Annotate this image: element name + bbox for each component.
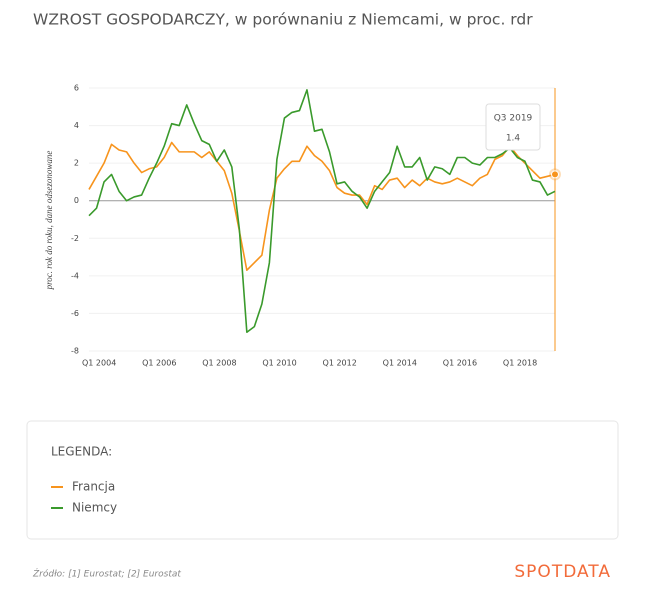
tooltip-label: Q3 2019: [494, 114, 533, 124]
x-tick-label: Q1 2008: [202, 359, 236, 368]
y-axis-label: proc. rok do roku, dane odsezonowane: [44, 151, 54, 291]
x-tick-label: Q1 2012: [323, 359, 357, 368]
y-tick-label: -4: [71, 271, 79, 280]
series-line: [88, 141, 556, 272]
logo: SPOTDATA: [514, 562, 611, 582]
series-line: [88, 89, 556, 334]
tooltip-box: [485, 103, 541, 151]
x-tick-label: Q1 2018: [503, 359, 537, 368]
hover-marker: [551, 170, 559, 179]
y-tick-label: 4: [74, 121, 79, 130]
y-tick-label: -2: [71, 234, 79, 243]
chart-title: WZROST GOSPODARCZY, w porównaniu z Niemc…: [33, 11, 533, 29]
legend-label: Niemcy: [72, 501, 117, 515]
legend-box: [26, 420, 619, 540]
x-tick-label: Q1 2010: [262, 359, 296, 368]
legend-label: Francja: [72, 480, 115, 494]
x-tick-label: Q1 2006: [142, 359, 176, 368]
y-tick-label: -6: [71, 309, 79, 318]
y-tick-label: 0: [74, 196, 79, 205]
x-tick-label: Q1 2016: [443, 359, 477, 368]
tooltip-value: 1.4: [506, 134, 521, 144]
y-tick-label: 6: [74, 84, 79, 93]
legend-title: LEGENDA:: [51, 445, 112, 459]
x-tick-label: Q1 2004: [82, 359, 116, 368]
source: Źródło: [1] Eurostat; [2] Eurostat: [32, 568, 181, 580]
y-tick-label: 2: [74, 159, 79, 168]
y-tick-label: -8: [71, 347, 79, 356]
x-tick-label: Q1 2014: [383, 359, 417, 368]
